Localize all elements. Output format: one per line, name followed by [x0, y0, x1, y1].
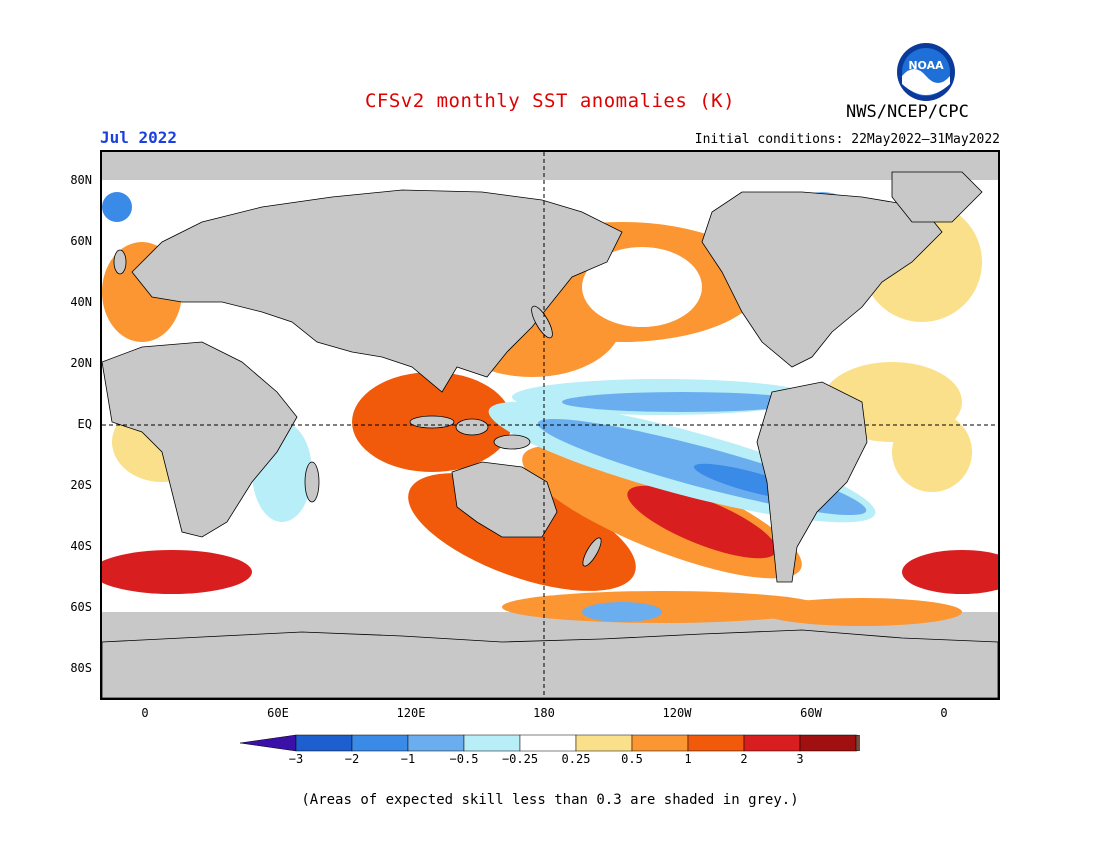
colorbar-tick-label: −0.25: [501, 752, 539, 766]
lat-label: 40N: [70, 294, 92, 309]
footnote: (Areas of expected skill less than 0.3 a…: [301, 792, 799, 808]
colorbar: [239, 734, 913, 752]
colorbar-tick-label: −0.5: [449, 752, 479, 766]
sst-anomaly-map: [100, 150, 1000, 700]
lon-label: 60W: [800, 706, 822, 720]
logo-text: NOAA: [908, 59, 944, 72]
colorbar-tick-label: 0.25: [561, 752, 591, 766]
colorbar-tick-label: 1: [684, 752, 692, 766]
colorbar-segment: [631, 734, 689, 752]
colorbar-tick-label: 2: [740, 752, 748, 766]
lon-label: 180: [533, 706, 555, 720]
lat-label: 60N: [70, 233, 92, 248]
lat-label: 80S: [70, 661, 92, 676]
colorbar-tick-label: −1: [400, 752, 416, 766]
initial-conditions: Initial conditions: 22May2022–31May2022: [694, 132, 1000, 147]
colorbar-segment: [407, 734, 465, 752]
colorbar-segment: [463, 734, 521, 752]
continents: [102, 171, 998, 698]
lat-label: 60S: [70, 600, 92, 615]
noaa-logo: NOAA: [896, 42, 956, 102]
lat-label: EQ: [77, 417, 92, 431]
colorbar-tick-label: 3: [796, 752, 804, 766]
colorbar-segment: [687, 734, 745, 752]
valid-month: Jul 2022: [100, 128, 178, 147]
colorbar-tick-label: 0.5: [621, 752, 643, 766]
lat-label: 40S: [70, 539, 92, 554]
colorbar-segment: [799, 734, 857, 752]
colorbar-segment: [351, 734, 409, 752]
lat-label: 20S: [70, 478, 92, 493]
grey-low-skill-north: [102, 152, 998, 180]
colorbar-segment: [855, 734, 913, 752]
lon-label: 60E: [267, 706, 289, 720]
colorbar-segment: [239, 734, 297, 752]
lat-label: 80N: [70, 172, 92, 187]
colorbar-segment: [575, 734, 633, 752]
colorbar-segment: [743, 734, 801, 752]
lon-label: 0: [940, 706, 948, 720]
colorbar-segment: [519, 734, 577, 752]
colorbar-tick-label: −2: [344, 752, 360, 766]
lon-label: 0: [141, 706, 149, 720]
lon-label: 120E: [396, 706, 426, 720]
colorbar-tick-label: −3: [288, 752, 304, 766]
lon-label: 120W: [662, 706, 692, 720]
colorbar-segment: [295, 734, 353, 752]
organization-label: NWS/NCEP/CPC: [846, 102, 969, 122]
lat-label: 20N: [70, 355, 92, 370]
map-title: CFSv2 monthly SST anomalies (K): [364, 90, 736, 112]
